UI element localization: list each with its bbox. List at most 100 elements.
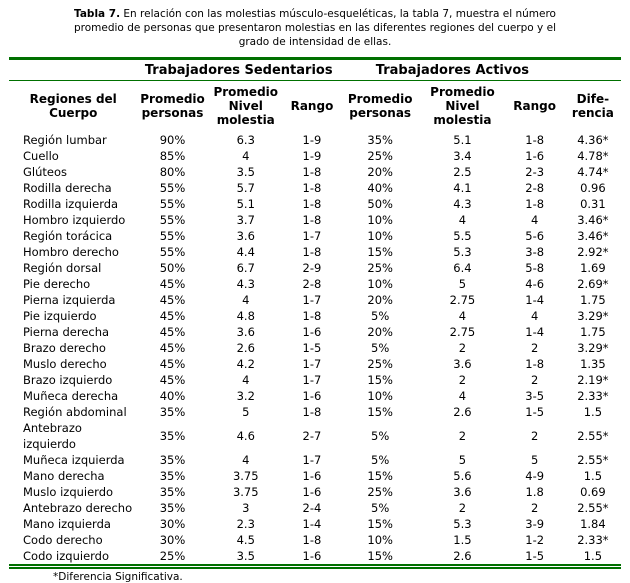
table-row: Hombro derecho 55% 4.4 1-8 15% 5.3 3-8 2.92*: [9, 244, 621, 260]
value-cell: 45%: [159, 308, 186, 323]
value-cell: 5.3: [453, 244, 472, 259]
group-header-activos: Trabajadores Activos: [340, 58, 565, 81]
table-row: Muslo izquierdo 35% 3.75 1-6 25% 3.6 1.8 0.69: [9, 484, 621, 500]
value-cell: 2: [531, 500, 539, 515]
value-cell: 25%: [367, 148, 393, 163]
region-cell: Codo derecho: [23, 532, 103, 547]
value-cell: 55%: [159, 212, 186, 227]
value-cell: 6.4: [453, 260, 472, 275]
value-cell: 1-8: [302, 308, 322, 323]
col-header-promedio-nivel-sed: Promedio Nivel molestia: [213, 84, 279, 128]
value-cell: 1-4: [302, 516, 322, 531]
value-cell: 35%: [159, 428, 186, 443]
value-cell: 1-8: [525, 132, 545, 147]
value-cell: 2.55*: [577, 500, 609, 515]
group-header-spacer-left: [9, 58, 138, 81]
group-header-row: Trabajadores Sedentarios Trabajadores Ac…: [9, 58, 621, 81]
value-cell: 2.75: [449, 324, 476, 339]
value-cell: 0.31: [580, 196, 606, 211]
value-cell: 1.5: [583, 468, 603, 483]
table-row: Muñeca izquierda 35% 4 1-7 5% 5 5 2.55*: [9, 452, 621, 468]
value-cell: 20%: [367, 324, 393, 339]
value-cell: 5%: [371, 340, 390, 355]
value-cell: 3.75: [232, 484, 259, 499]
value-cell: 6.7: [236, 260, 255, 275]
value-cell: 4.3: [236, 276, 255, 291]
value-cell: 1.75: [580, 292, 606, 307]
value-cell: 1-8: [302, 532, 322, 547]
value-cell: 1-8: [302, 404, 322, 419]
value-cell: 1-8: [302, 244, 322, 259]
value-cell: 1-7: [302, 356, 322, 371]
value-cell: 4: [458, 308, 467, 323]
region-cell: Región dorsal: [23, 260, 102, 275]
table-row: Rodilla izquierda 55% 5.1 1-8 50% 4.3 1-8 0.31: [9, 196, 621, 212]
value-cell: 45%: [159, 292, 186, 307]
value-cell: 5.1: [236, 196, 255, 211]
value-cell: 2: [458, 428, 467, 443]
region-cell: Región abdominal: [23, 404, 127, 419]
region-cell: Pie derecho: [23, 276, 91, 291]
value-cell: 55%: [159, 196, 186, 211]
value-cell: 2-8: [525, 180, 545, 195]
value-cell: 2.6: [453, 404, 472, 419]
value-cell: 3.2: [236, 388, 255, 403]
footnote: *Diferencia Significativa.: [53, 570, 183, 583]
value-cell: 3.7: [236, 212, 255, 227]
value-cell: 10%: [367, 276, 393, 291]
value-cell: 1-4: [525, 324, 545, 339]
value-cell: 10%: [367, 212, 393, 227]
value-cell: 25%: [367, 356, 393, 371]
table-row: Antebrazo derecho 35% 3 2-4 5% 2 2 2.55*: [9, 500, 621, 516]
value-cell: 1-6: [302, 324, 322, 339]
region-cell: Codo izquierdo: [23, 548, 110, 563]
value-cell: 5%: [371, 500, 390, 515]
value-cell: 2.6: [453, 548, 472, 563]
value-cell: 5.1: [453, 132, 472, 147]
table-row: Muslo derecho 45% 4.2 1-7 25% 3.6 1-8 1.35: [9, 356, 621, 372]
value-cell: 2.69*: [577, 276, 609, 291]
value-cell: 15%: [367, 244, 393, 259]
value-cell: 4.5: [236, 532, 255, 547]
value-cell: 1-8: [525, 196, 545, 211]
table-row: Mano derecha 35% 3.75 1-6 15% 5.6 4-9 1.5: [9, 468, 621, 484]
table-row: Glúteos 80% 3.5 1-8 20% 2.5 2-3 4.74*: [9, 164, 621, 180]
value-cell: 2.3: [236, 516, 255, 531]
value-cell: 35%: [159, 404, 186, 419]
table-row: Región lumbar 90% 6.3 1-9 35% 5.1 1-8 4.36*: [9, 132, 621, 148]
value-cell: 90%: [159, 132, 186, 147]
value-cell: 1-5: [302, 340, 322, 355]
col-header-regiones: Regiones del Cuerpo: [29, 91, 117, 121]
table-row: Pie izquierdo 45% 4.8 1-8 5% 4 4 3.29*: [9, 308, 621, 324]
table-row: Brazo izquierdo 45% 4 1-7 15% 2 2 2.19*: [9, 372, 621, 388]
table-row: Codo derecho 30% 4.5 1-8 10% 1.5 1-2 2.33*: [9, 532, 621, 548]
region-cell: Cuello: [23, 148, 59, 163]
value-cell: 1-9: [302, 132, 322, 147]
table-head: Trabajadores Sedentarios Trabajadores Ac…: [9, 58, 621, 132]
value-cell: 5%: [371, 428, 390, 443]
col-header-promedio-personas-act: Promedio personas: [347, 91, 413, 121]
col-header-promedio-personas-sed: Promedio personas: [140, 91, 205, 121]
value-cell: 4.74*: [577, 164, 609, 179]
value-cell: 4.78*: [577, 148, 609, 163]
value-cell: 2.19*: [577, 372, 609, 387]
value-cell: 3.46*: [577, 228, 609, 243]
value-cell: 1-6: [525, 148, 545, 163]
value-cell: 4.8: [236, 308, 255, 323]
region-cell: Región torácica: [23, 228, 113, 243]
value-cell: 1-8: [302, 196, 322, 211]
value-cell: 3.6: [236, 228, 255, 243]
group-header-spacer-right: [564, 58, 621, 81]
col-header-rango-sed: Rango: [290, 98, 334, 113]
value-cell: 4: [531, 308, 539, 323]
value-cell: 3-8: [525, 244, 545, 259]
value-cell: 35%: [367, 132, 393, 147]
value-cell: 15%: [367, 548, 393, 563]
region-cell: Antebrazo derecho: [23, 500, 133, 515]
col-header-promedio-nivel-act: Promedio Nivel molestia: [430, 84, 495, 128]
value-cell: 3.4: [453, 148, 472, 163]
value-cell: 3.75: [232, 468, 259, 483]
value-cell: 0.96: [580, 180, 606, 195]
value-cell: 15%: [367, 468, 393, 483]
value-cell: 5.5: [453, 228, 472, 243]
